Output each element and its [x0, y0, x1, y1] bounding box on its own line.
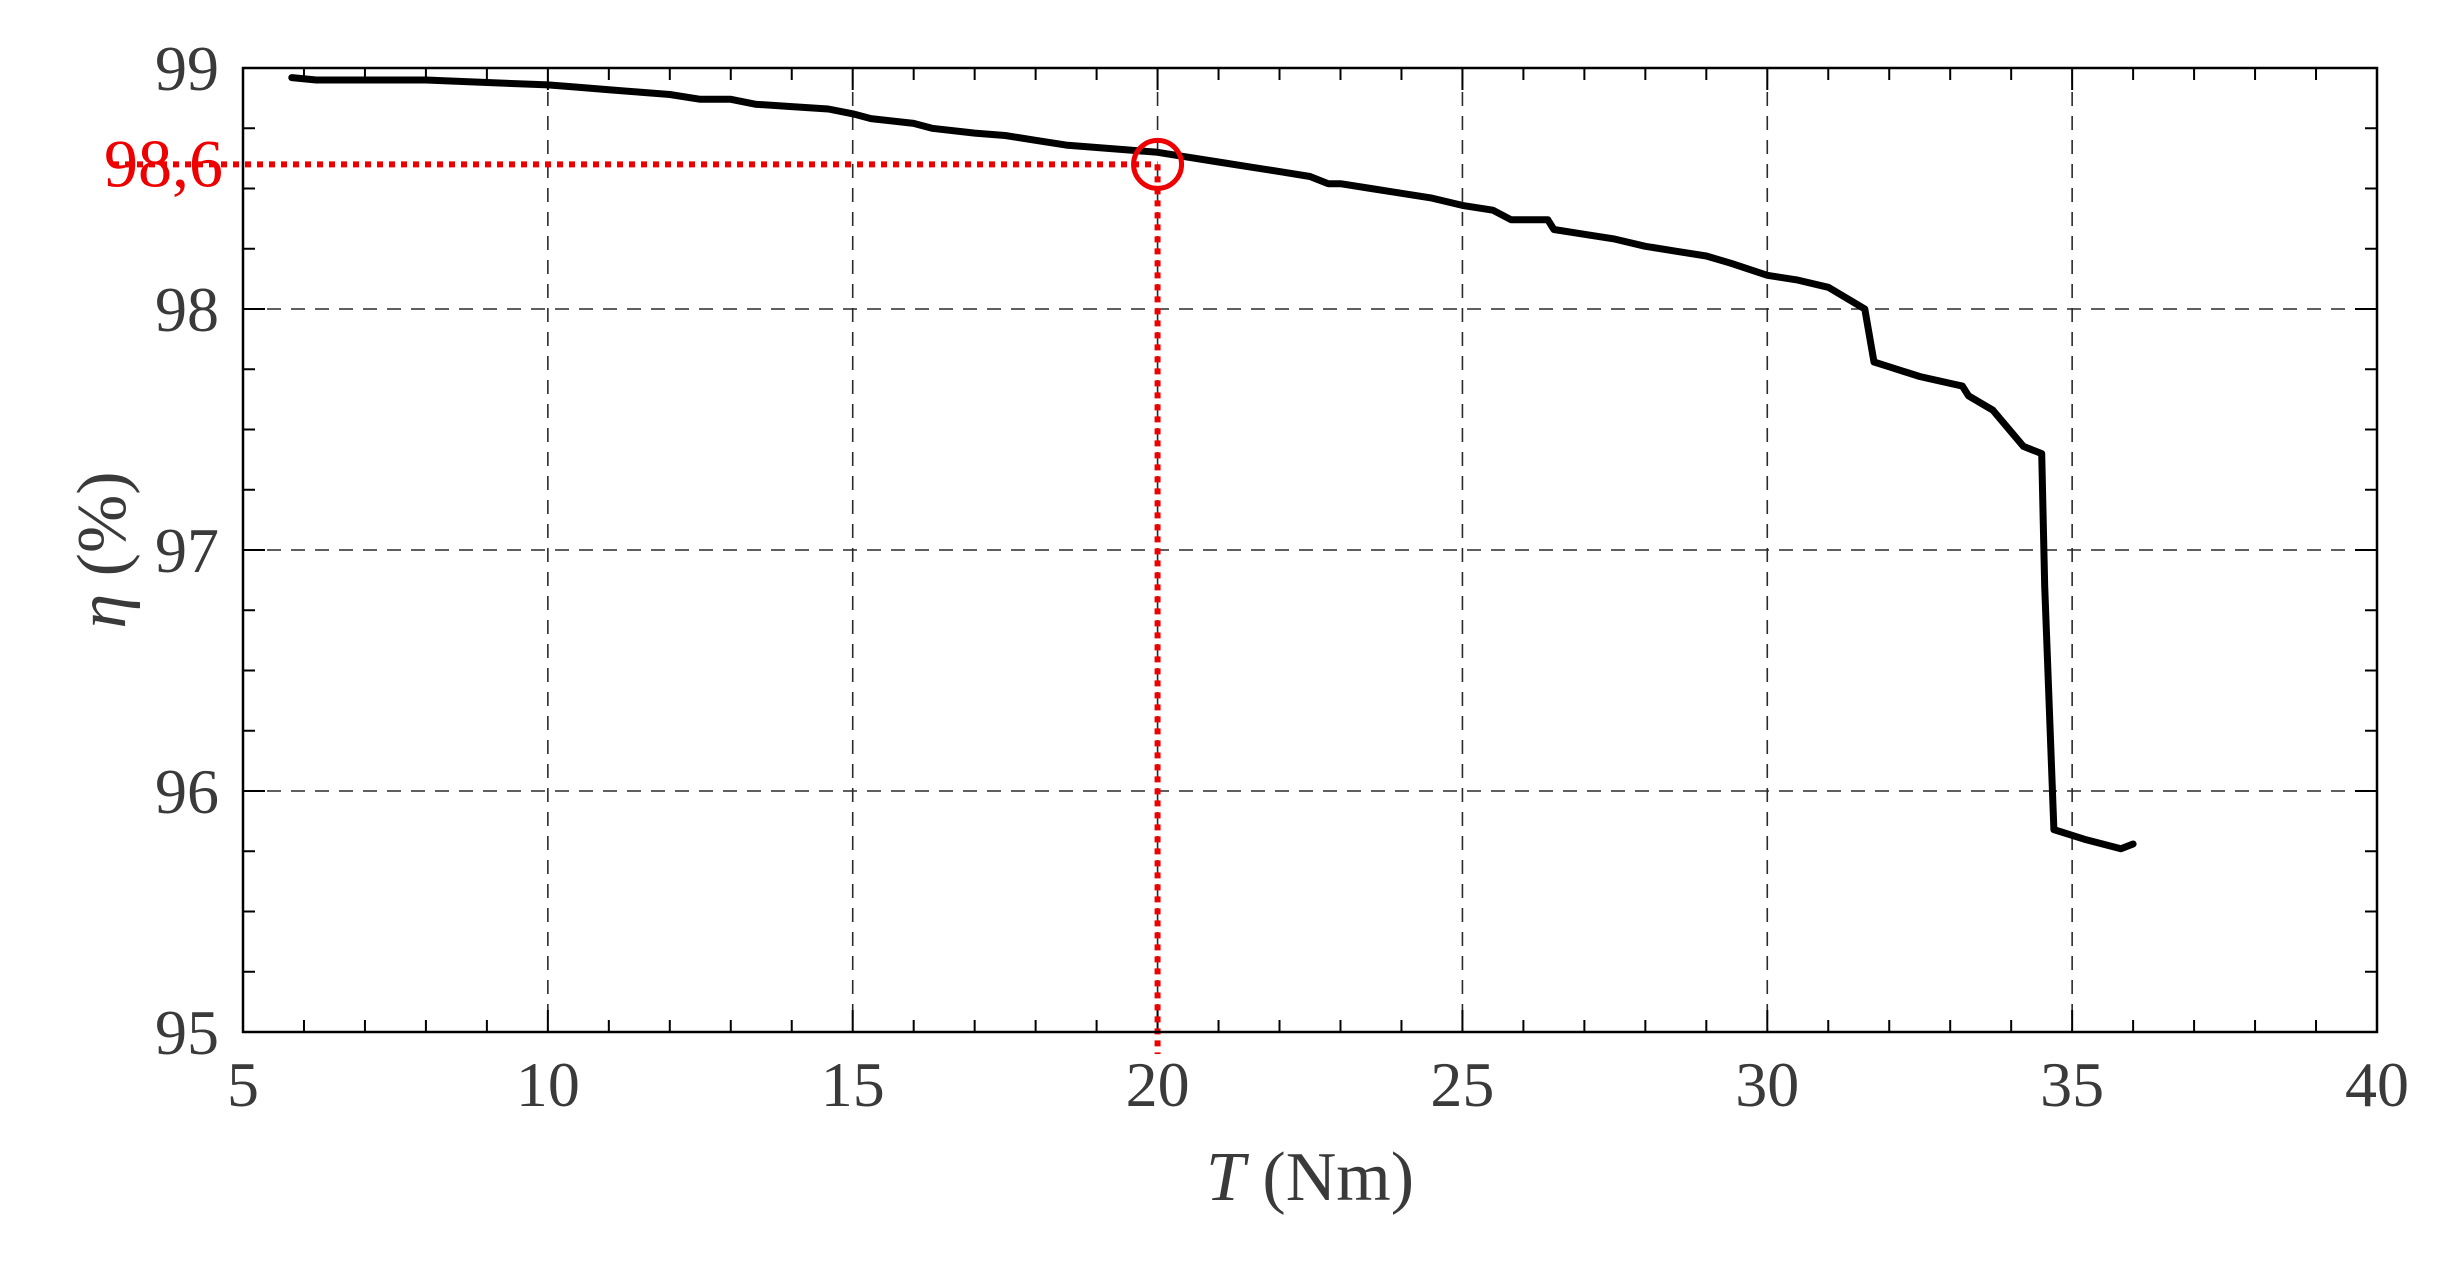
x-tick-label: 25 — [1430, 1049, 1494, 1120]
plot-frame — [241, 66, 2379, 1034]
y-tick-label: 97 — [155, 515, 219, 586]
x-tick-label: 30 — [1735, 1049, 1799, 1120]
y-tick-label: 99 — [155, 33, 219, 104]
x-axis-symbol: T — [1206, 1139, 1250, 1216]
plot-layer — [113, 74, 2137, 1054]
x-tick-labels: 5 10 15 20 25 30 35 40 — [227, 1049, 2409, 1120]
x-tick-label: 10 — [516, 1049, 580, 1120]
y-tick-labels: 95 96 97 98 99 — [155, 33, 219, 1068]
y-tick-label: 98 — [155, 274, 219, 345]
x-tick-label: 20 — [1126, 1049, 1190, 1120]
x-tick-label: 15 — [821, 1049, 885, 1120]
x-tick-label: 40 — [2345, 1049, 2409, 1120]
y-tick-label: 96 — [155, 756, 219, 827]
x-tick-label: 35 — [2040, 1049, 2104, 1120]
x-tick-label: 5 — [227, 1049, 259, 1120]
x-axis-title: T (Nm) — [1206, 1139, 1414, 1216]
x-axis-unit: (Nm) — [1245, 1139, 1414, 1216]
minor-ticks — [242, 67, 2378, 1033]
y-axis-symbol: η — [64, 594, 141, 629]
highlight-value-label: 98,6 — [104, 125, 223, 201]
highlight-marker — [1131, 137, 1185, 191]
y-tick-label: 95 — [155, 997, 219, 1068]
y-axis-title: η (%) — [64, 471, 141, 628]
y-axis-unit: (%) — [64, 471, 141, 593]
series-line — [288, 74, 2137, 853]
